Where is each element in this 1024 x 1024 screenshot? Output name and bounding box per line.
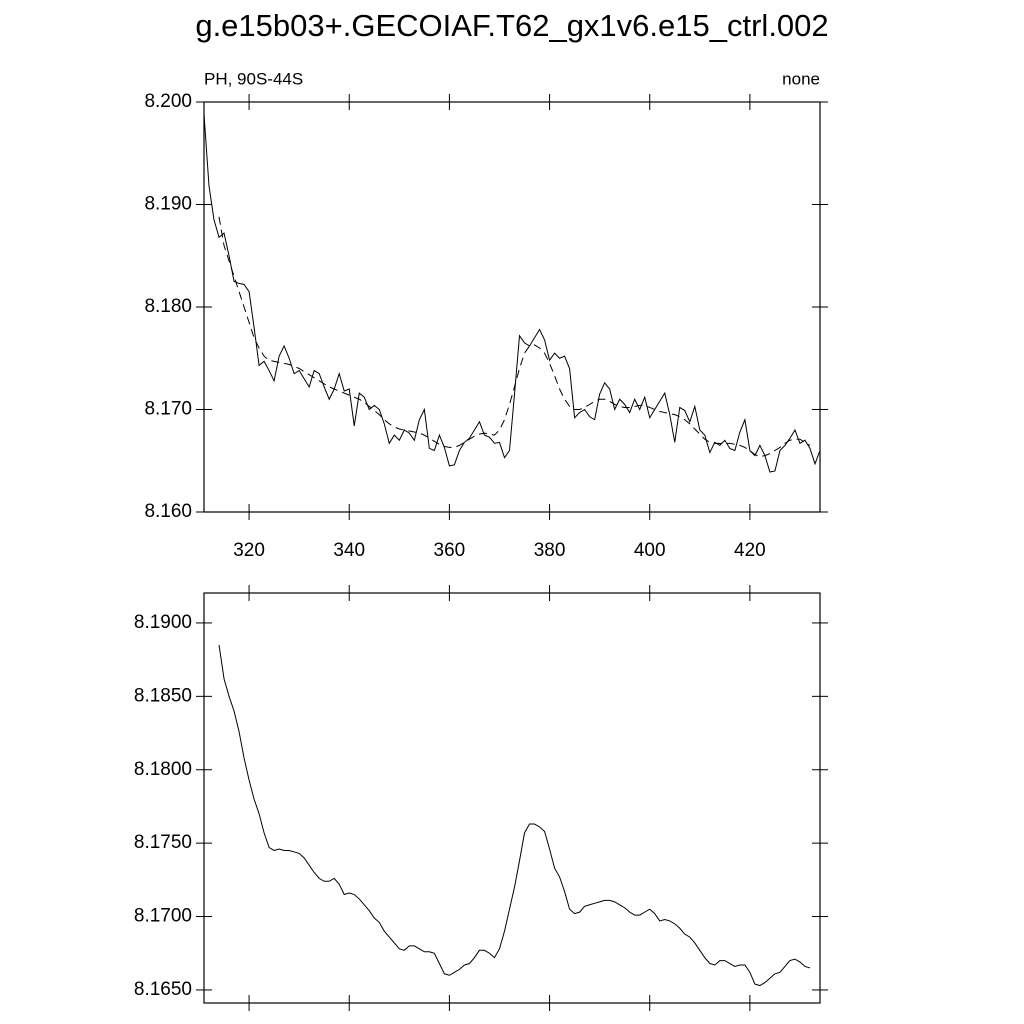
x-tick-label: 340 <box>333 540 365 561</box>
x-tick-label: 320 <box>233 540 265 561</box>
y-tick-label: 8.1900 <box>134 612 192 633</box>
y-tick-label: 8.1750 <box>134 832 192 853</box>
x-tick-label: 360 <box>434 540 466 561</box>
data-line <box>218 216 811 458</box>
plot-frame <box>203 592 821 1004</box>
x-tick-label: 420 <box>734 540 766 561</box>
left-string: PH, 90S-44S <box>204 69 303 88</box>
y-tick-label: 8.170 <box>144 399 192 420</box>
data-line <box>218 644 811 987</box>
x-tick-label: 400 <box>634 540 666 561</box>
y-tick-label: 8.1800 <box>134 759 192 780</box>
y-tick-label: 8.1650 <box>134 979 192 1000</box>
data-line <box>203 114 821 473</box>
y-tick-label: 8.180 <box>144 296 192 317</box>
x-tick-label: 380 <box>534 540 566 561</box>
chart-title: g.e15b03+.GECOIAF.T62_gx1v6.e15_ctrl.002 <box>195 8 828 43</box>
y-tick-label: 8.1850 <box>134 685 192 706</box>
y-tick-label: 8.200 <box>144 91 192 112</box>
plot-frame <box>203 101 821 513</box>
y-tick-label: 8.190 <box>144 194 192 215</box>
right-string: none <box>782 69 820 88</box>
y-tick-label: 8.1700 <box>134 906 192 927</box>
y-tick-label: 8.160 <box>144 501 192 522</box>
